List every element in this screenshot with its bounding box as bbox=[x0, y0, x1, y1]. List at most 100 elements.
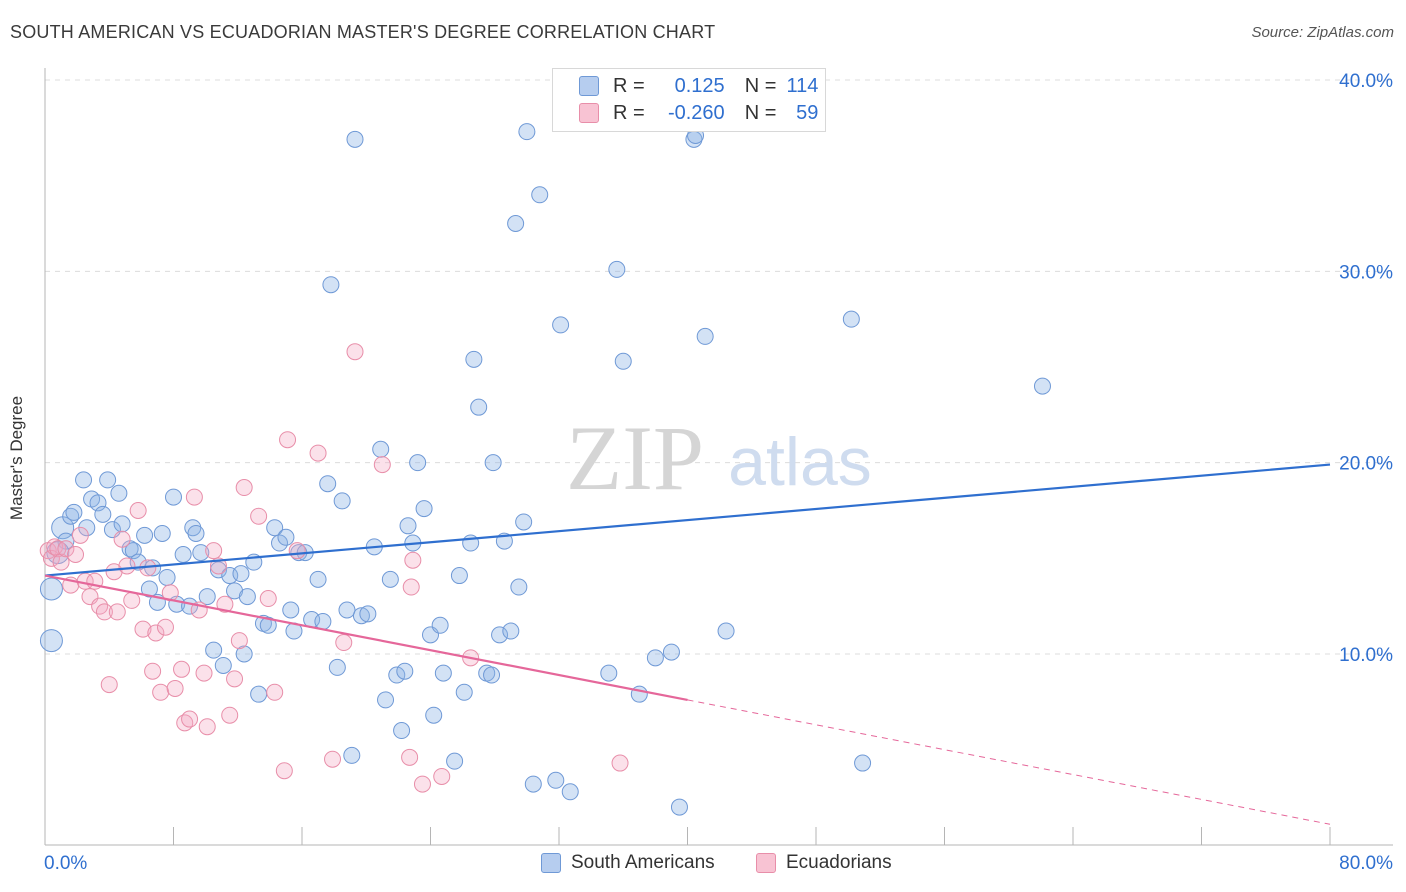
south-american-point bbox=[377, 691, 395, 709]
south-american-point bbox=[214, 656, 232, 674]
south-american-point bbox=[1033, 377, 1051, 395]
south-american-point bbox=[393, 722, 411, 740]
grid-lines bbox=[45, 79, 1393, 655]
ecuadorian-point bbox=[373, 456, 391, 474]
stats-legend: R = 0.125 N = 114 R = -0.260 N = 59 bbox=[552, 68, 826, 132]
south-american-point bbox=[502, 622, 520, 640]
south-american-point bbox=[483, 666, 501, 684]
ecuadorian-point bbox=[259, 590, 277, 608]
ecuadorian-point bbox=[152, 683, 170, 701]
ecuadorian-point bbox=[147, 624, 165, 642]
x-tick-label: 0.0% bbox=[44, 853, 87, 874]
south-american-point bbox=[205, 641, 223, 659]
ecuadorian-point bbox=[324, 750, 342, 768]
south-american-point bbox=[140, 580, 158, 598]
y-tick-label: 30.0% bbox=[1339, 262, 1393, 283]
south-american-point bbox=[209, 561, 227, 579]
ecuadorian-point bbox=[71, 526, 89, 544]
ecuadorian-point bbox=[401, 748, 419, 766]
south-american-point bbox=[174, 546, 192, 564]
ecuadorian-point bbox=[216, 595, 234, 613]
south-american-point bbox=[110, 484, 128, 502]
south-american-point bbox=[842, 310, 860, 328]
watermark: ZIP atlas bbox=[566, 407, 872, 509]
ecuadorian-point bbox=[113, 530, 131, 548]
south-american-point bbox=[65, 503, 83, 521]
south-american-point bbox=[39, 577, 63, 601]
ecuadorian-point bbox=[185, 488, 203, 506]
south-american-point bbox=[75, 471, 93, 489]
ecuadorian-point bbox=[129, 502, 147, 519]
ecuadorian-point bbox=[309, 444, 327, 462]
south-american-point bbox=[450, 567, 468, 585]
south-american-point bbox=[259, 616, 277, 634]
y-tick-label: 40.0% bbox=[1339, 71, 1393, 92]
south-american-point bbox=[314, 612, 332, 630]
south-american-point bbox=[277, 528, 295, 546]
n-value: 59 bbox=[796, 101, 819, 124]
n-label: N = bbox=[744, 74, 777, 97]
south-american-point bbox=[415, 500, 433, 518]
south-american-point bbox=[399, 517, 417, 535]
south-american-point bbox=[696, 327, 714, 345]
ecuadorian-point bbox=[288, 542, 306, 560]
tick-labels: 10.0% 20.0% 30.0% 40.0% 0.0% 80.0% bbox=[44, 71, 1393, 874]
south-american-point bbox=[338, 601, 356, 619]
ecuadorian-point bbox=[250, 507, 268, 525]
ecuadorian-point bbox=[52, 553, 70, 571]
south-american-point bbox=[271, 534, 289, 552]
south-american-point bbox=[333, 492, 351, 510]
legend-label: South Americans bbox=[571, 852, 715, 873]
legend-item-ecuadorians: Ecuadorians bbox=[756, 852, 892, 874]
ecuadorians-trend-extension bbox=[687, 699, 1331, 825]
south-american-point bbox=[158, 568, 176, 586]
blue-swatch-icon bbox=[579, 76, 599, 96]
ecuadorian-point bbox=[235, 479, 253, 497]
legend-item-south-americans: South Americans bbox=[541, 852, 715, 874]
south-american-point bbox=[99, 471, 117, 489]
south-american-point bbox=[381, 570, 399, 588]
south-american-point bbox=[670, 798, 688, 816]
south-american-point bbox=[372, 440, 390, 458]
south-american-point bbox=[165, 488, 182, 506]
ecuadorian-point bbox=[91, 597, 109, 615]
south-american-point bbox=[431, 616, 449, 634]
south-american-point bbox=[409, 454, 427, 472]
ecuadorian-point bbox=[173, 660, 191, 678]
south-american-point bbox=[153, 524, 171, 542]
south-american-point bbox=[198, 588, 216, 606]
pink-swatch-icon bbox=[579, 103, 599, 123]
south-american-point bbox=[113, 515, 131, 533]
ecuadorian-point bbox=[402, 578, 420, 596]
south-american-point bbox=[396, 662, 414, 680]
south-american-point bbox=[425, 706, 443, 724]
south-american-point bbox=[491, 626, 509, 644]
south-american-point bbox=[524, 775, 542, 793]
south-american-point bbox=[184, 519, 202, 537]
south-american-point bbox=[614, 352, 632, 370]
south-american-point bbox=[388, 666, 406, 684]
ecuadorian-point bbox=[279, 431, 297, 449]
south-american-point bbox=[518, 123, 536, 141]
south-american-point bbox=[235, 645, 253, 663]
legend-label: Ecuadorians bbox=[786, 852, 892, 873]
ecuadorians-trend-line bbox=[44, 574, 688, 701]
x-tick-label: 80.0% bbox=[1339, 853, 1393, 874]
ecuadorian-point bbox=[205, 542, 223, 560]
south-american-point bbox=[238, 588, 256, 606]
south-american-point bbox=[39, 629, 63, 653]
south-american-point bbox=[547, 771, 565, 789]
ecuadorian-point bbox=[156, 618, 174, 636]
pink-swatch-icon bbox=[756, 853, 776, 873]
south-american-point bbox=[484, 454, 502, 472]
trend-lines bbox=[44, 463, 1331, 825]
ecuadorian-point bbox=[226, 670, 244, 688]
ecuadorian-point bbox=[266, 683, 284, 701]
south-american-point bbox=[136, 526, 154, 544]
ecuadorian-point bbox=[275, 762, 293, 780]
ecuadorian-point bbox=[611, 754, 629, 772]
south-american-point bbox=[646, 649, 664, 667]
watermark-atlas: atlas bbox=[728, 424, 872, 500]
south-american-point bbox=[266, 519, 284, 537]
ecuadorian-point bbox=[95, 603, 113, 621]
